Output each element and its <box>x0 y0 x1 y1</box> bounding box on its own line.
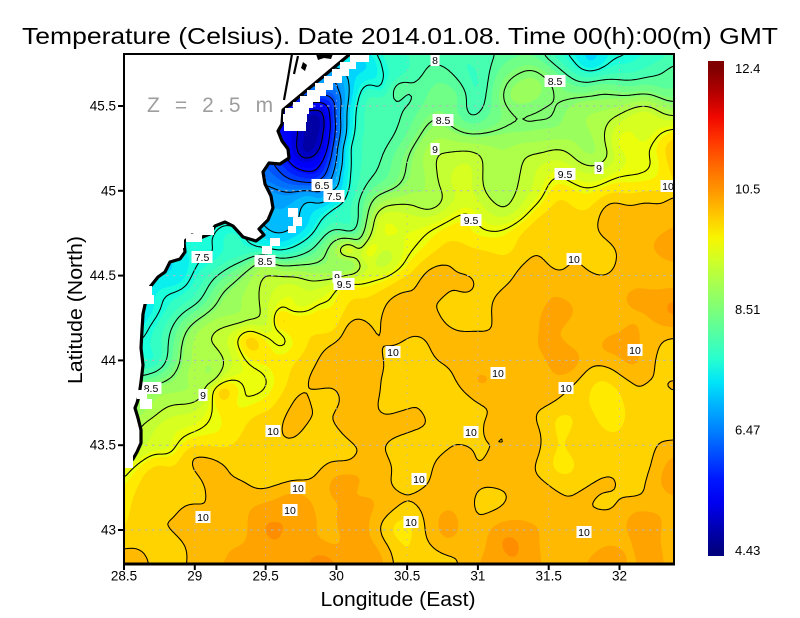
svg-text:29.5: 29.5 <box>252 569 278 584</box>
svg-text:7.5: 7.5 <box>195 252 210 264</box>
svg-text:9.5: 9.5 <box>558 169 573 181</box>
svg-text:10.5: 10.5 <box>735 182 760 197</box>
svg-text:10: 10 <box>405 517 417 529</box>
svg-text:31.5: 31.5 <box>536 569 562 584</box>
svg-text:30: 30 <box>329 569 344 584</box>
svg-text:10: 10 <box>284 505 296 517</box>
svg-text:10: 10 <box>465 427 477 439</box>
svg-text:43.5: 43.5 <box>90 438 116 453</box>
svg-text:8.5: 8.5 <box>258 256 273 268</box>
svg-text:31: 31 <box>470 569 485 584</box>
svg-text:44: 44 <box>101 353 117 368</box>
svg-text:6.5: 6.5 <box>315 180 330 192</box>
svg-text:28.5: 28.5 <box>111 569 137 584</box>
svg-text:43: 43 <box>101 523 116 538</box>
svg-text:8: 8 <box>432 55 438 67</box>
svg-text:32: 32 <box>612 569 627 584</box>
svg-text:Temperature (Celsius). Date 20: Temperature (Celsius). Date 2014.01.08. … <box>22 23 778 49</box>
svg-text:10: 10 <box>492 368 504 380</box>
svg-text:6.47: 6.47 <box>735 422 760 437</box>
svg-text:10: 10 <box>578 527 590 539</box>
svg-text:29: 29 <box>187 569 202 584</box>
svg-text:10: 10 <box>292 483 304 495</box>
svg-text:10: 10 <box>629 345 641 357</box>
svg-text:Latitude (North): Latitude (North) <box>65 236 87 384</box>
svg-text:8.5: 8.5 <box>436 115 451 127</box>
svg-text:10: 10 <box>267 426 279 438</box>
svg-text:4.43: 4.43 <box>735 543 760 558</box>
svg-text:8.51: 8.51 <box>735 302 760 317</box>
svg-text:9: 9 <box>432 144 438 156</box>
svg-text:12.4: 12.4 <box>735 61 760 76</box>
svg-text:9: 9 <box>200 390 206 402</box>
svg-text:8.5: 8.5 <box>548 76 563 88</box>
svg-text:10: 10 <box>413 474 425 486</box>
svg-text:9.5: 9.5 <box>464 215 479 227</box>
svg-text:Z = 2.5 m: Z = 2.5 m <box>147 94 278 117</box>
svg-text:10: 10 <box>197 512 209 524</box>
svg-text:10: 10 <box>662 181 674 193</box>
svg-text:44.5: 44.5 <box>90 268 116 283</box>
svg-text:30.5: 30.5 <box>394 569 420 584</box>
svg-text:9: 9 <box>596 163 602 175</box>
svg-text:8.5: 8.5 <box>144 383 159 395</box>
svg-text:10: 10 <box>568 254 580 266</box>
svg-text:10: 10 <box>560 383 572 395</box>
svg-text:7.5: 7.5 <box>327 191 342 203</box>
svg-text:Longitude (East): Longitude (East) <box>321 589 476 611</box>
svg-text:45.5: 45.5 <box>90 99 116 114</box>
svg-text:10: 10 <box>387 347 399 359</box>
svg-text:45: 45 <box>101 183 116 198</box>
svg-text:9.5: 9.5 <box>337 279 352 291</box>
